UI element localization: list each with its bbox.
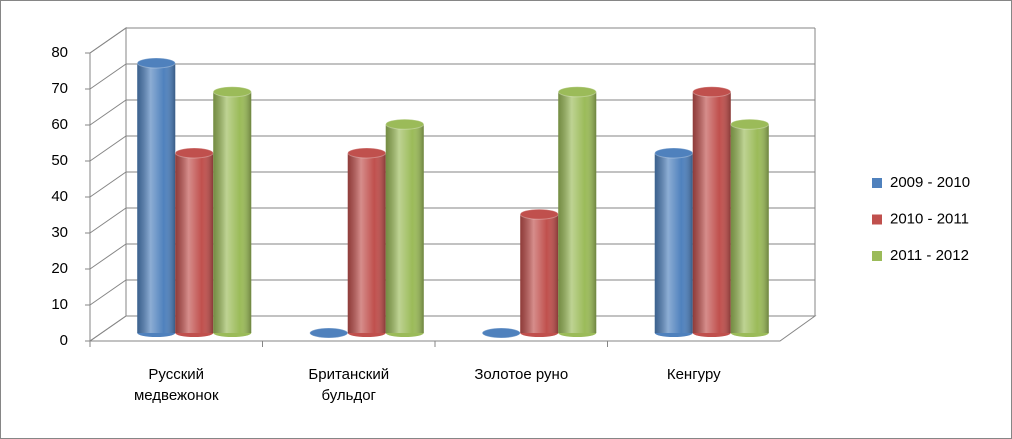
bar-top	[730, 118, 770, 130]
bar-top	[654, 147, 694, 159]
bar-shade	[730, 124, 769, 333]
legend-swatch	[872, 251, 882, 261]
bar-shade	[213, 91, 252, 333]
y-tick-label: 0	[60, 332, 68, 349]
bar	[730, 118, 770, 337]
bar-shade	[692, 91, 731, 333]
y-tick-label: 40	[51, 188, 68, 205]
y-tick-label: 70	[51, 80, 68, 97]
bar-top	[692, 86, 732, 98]
bar	[557, 86, 597, 337]
bar-top	[136, 57, 176, 69]
y-tick-label: 60	[51, 116, 68, 133]
legend-label: 2009 - 2010	[890, 174, 970, 191]
bar-shade	[558, 91, 597, 333]
bar-shade	[175, 153, 214, 333]
legend-label: 2010 - 2011	[890, 210, 969, 227]
bar-shade	[385, 124, 424, 333]
bar-top	[212, 86, 252, 98]
bar-top	[481, 327, 521, 339]
x-tick-label: Русский медвежонок	[133, 366, 219, 404]
x-tick-label: Британский бульдог	[308, 366, 390, 404]
bar-shade	[347, 153, 386, 333]
bar-top	[347, 147, 387, 159]
bar	[519, 208, 559, 337]
bar	[309, 327, 349, 339]
grid-line	[89, 27, 815, 54]
bar-top	[519, 208, 559, 220]
bar	[481, 327, 521, 339]
bar-shade	[137, 63, 176, 333]
bar	[212, 86, 252, 337]
grid-line	[89, 63, 815, 90]
y-tick-label: 10	[51, 296, 68, 313]
bar	[385, 118, 425, 337]
y-tick-label: 50	[51, 152, 68, 169]
bar	[347, 147, 387, 337]
y-tick-label: 30	[51, 224, 68, 241]
bar-top	[557, 86, 597, 98]
bar-shade	[520, 214, 559, 333]
bar	[654, 147, 694, 337]
bar-top	[385, 118, 425, 130]
x-tick-label: Золотое руно	[474, 366, 569, 383]
y-tick-label: 20	[51, 260, 68, 277]
legend-label: 2011 - 2012	[890, 247, 969, 264]
bar	[692, 86, 732, 337]
bar	[136, 57, 176, 337]
y-tick-label: 80	[51, 44, 68, 61]
legend-swatch	[872, 214, 882, 225]
bar-top	[174, 147, 214, 159]
bar-shade	[654, 153, 693, 333]
bar	[174, 147, 214, 337]
bar-top	[309, 327, 349, 339]
x-tick-label: Кенгуру	[666, 366, 721, 383]
legend-swatch	[872, 178, 882, 188]
